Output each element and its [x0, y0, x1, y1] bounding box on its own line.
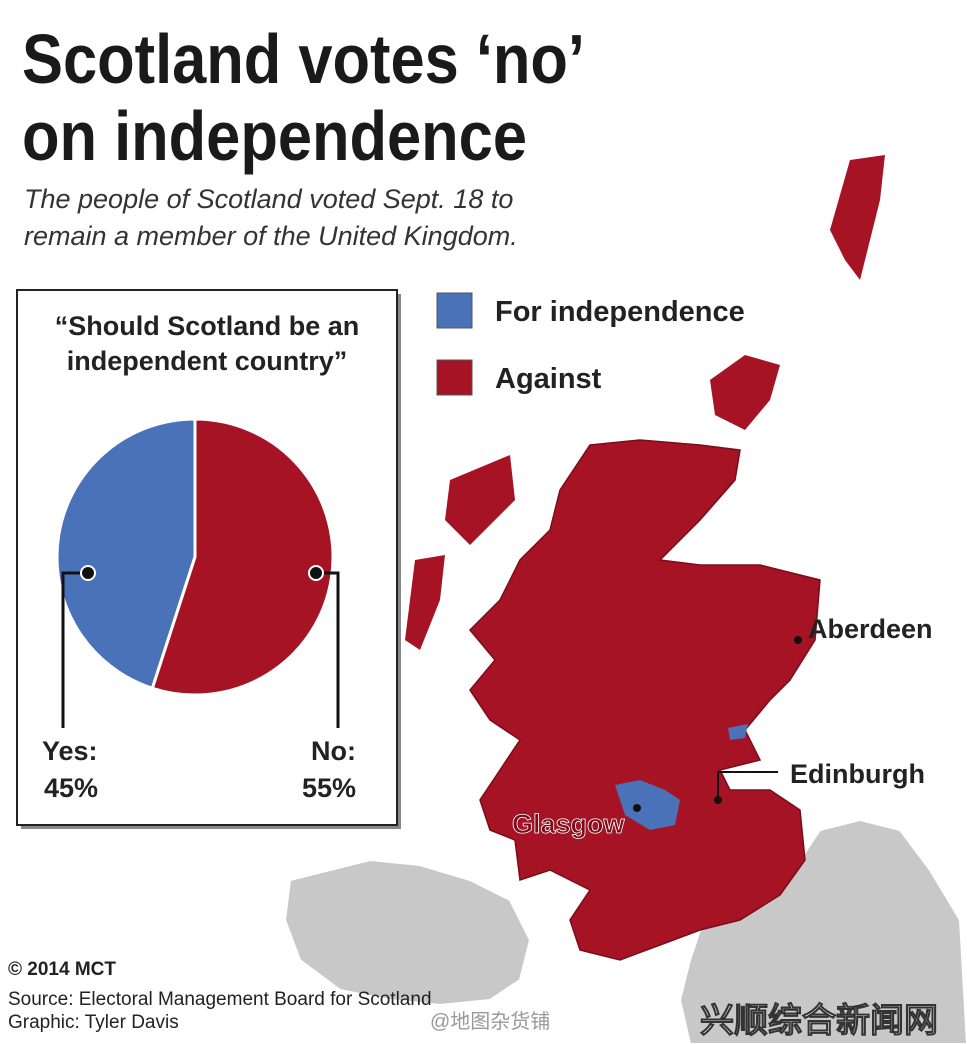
shetland: [830, 155, 885, 280]
yes-area-glasgow: [615, 780, 680, 830]
glasgow-dot: [633, 804, 641, 812]
category-label: No:: [311, 736, 356, 766]
title-line: on independence: [22, 97, 527, 175]
pie-slice: [150, 417, 335, 697]
title-line: Scotland votes ‘no’: [22, 20, 585, 98]
yes-area-dundee: [728, 724, 748, 740]
source: Source: Electoral Management Board for S…: [8, 989, 432, 1010]
legend-label: Against: [495, 363, 602, 395]
subtitle-line: The people of Scotland voted Sept. 18 to: [24, 184, 513, 214]
subtitle-line: remain a member of the United Kingdom.: [24, 221, 518, 251]
copyright: © 2014 MCT: [8, 959, 116, 980]
map: Aberdeen Edinburgh Glasgow: [283, 155, 967, 1044]
question-line: “Should Scotland be an: [55, 311, 360, 341]
edinburgh-leader: [717, 771, 778, 800]
leader-dot: [308, 565, 324, 581]
city-label: Edinburgh: [790, 759, 925, 789]
watermark: 兴顺综合新闻网: [700, 1002, 938, 1040]
aberdeen-dot: [794, 636, 802, 644]
city-label: Aberdeen: [808, 614, 933, 644]
pie: [55, 417, 335, 697]
question-line: independent country”: [67, 346, 348, 376]
city-label: Glasgow: [512, 809, 626, 839]
leader-line: [61, 571, 88, 728]
credit: Graphic: Tyler Davis: [8, 1012, 179, 1033]
value-label: 55%: [302, 773, 356, 803]
pie-slice: [55, 417, 197, 691]
legend-swatch: [436, 292, 473, 329]
hebrides: [405, 455, 515, 650]
orkney: [710, 355, 780, 430]
legend-label: For independence: [495, 296, 745, 328]
leader-dot: [80, 565, 96, 581]
legend-swatch: [436, 359, 473, 396]
ireland: [283, 858, 532, 1007]
watermark: @地图杂货铺: [430, 1010, 550, 1033]
scotland-mainland: [468, 439, 821, 961]
category-label: Yes:: [42, 736, 98, 766]
value-label: 45%: [44, 773, 98, 803]
